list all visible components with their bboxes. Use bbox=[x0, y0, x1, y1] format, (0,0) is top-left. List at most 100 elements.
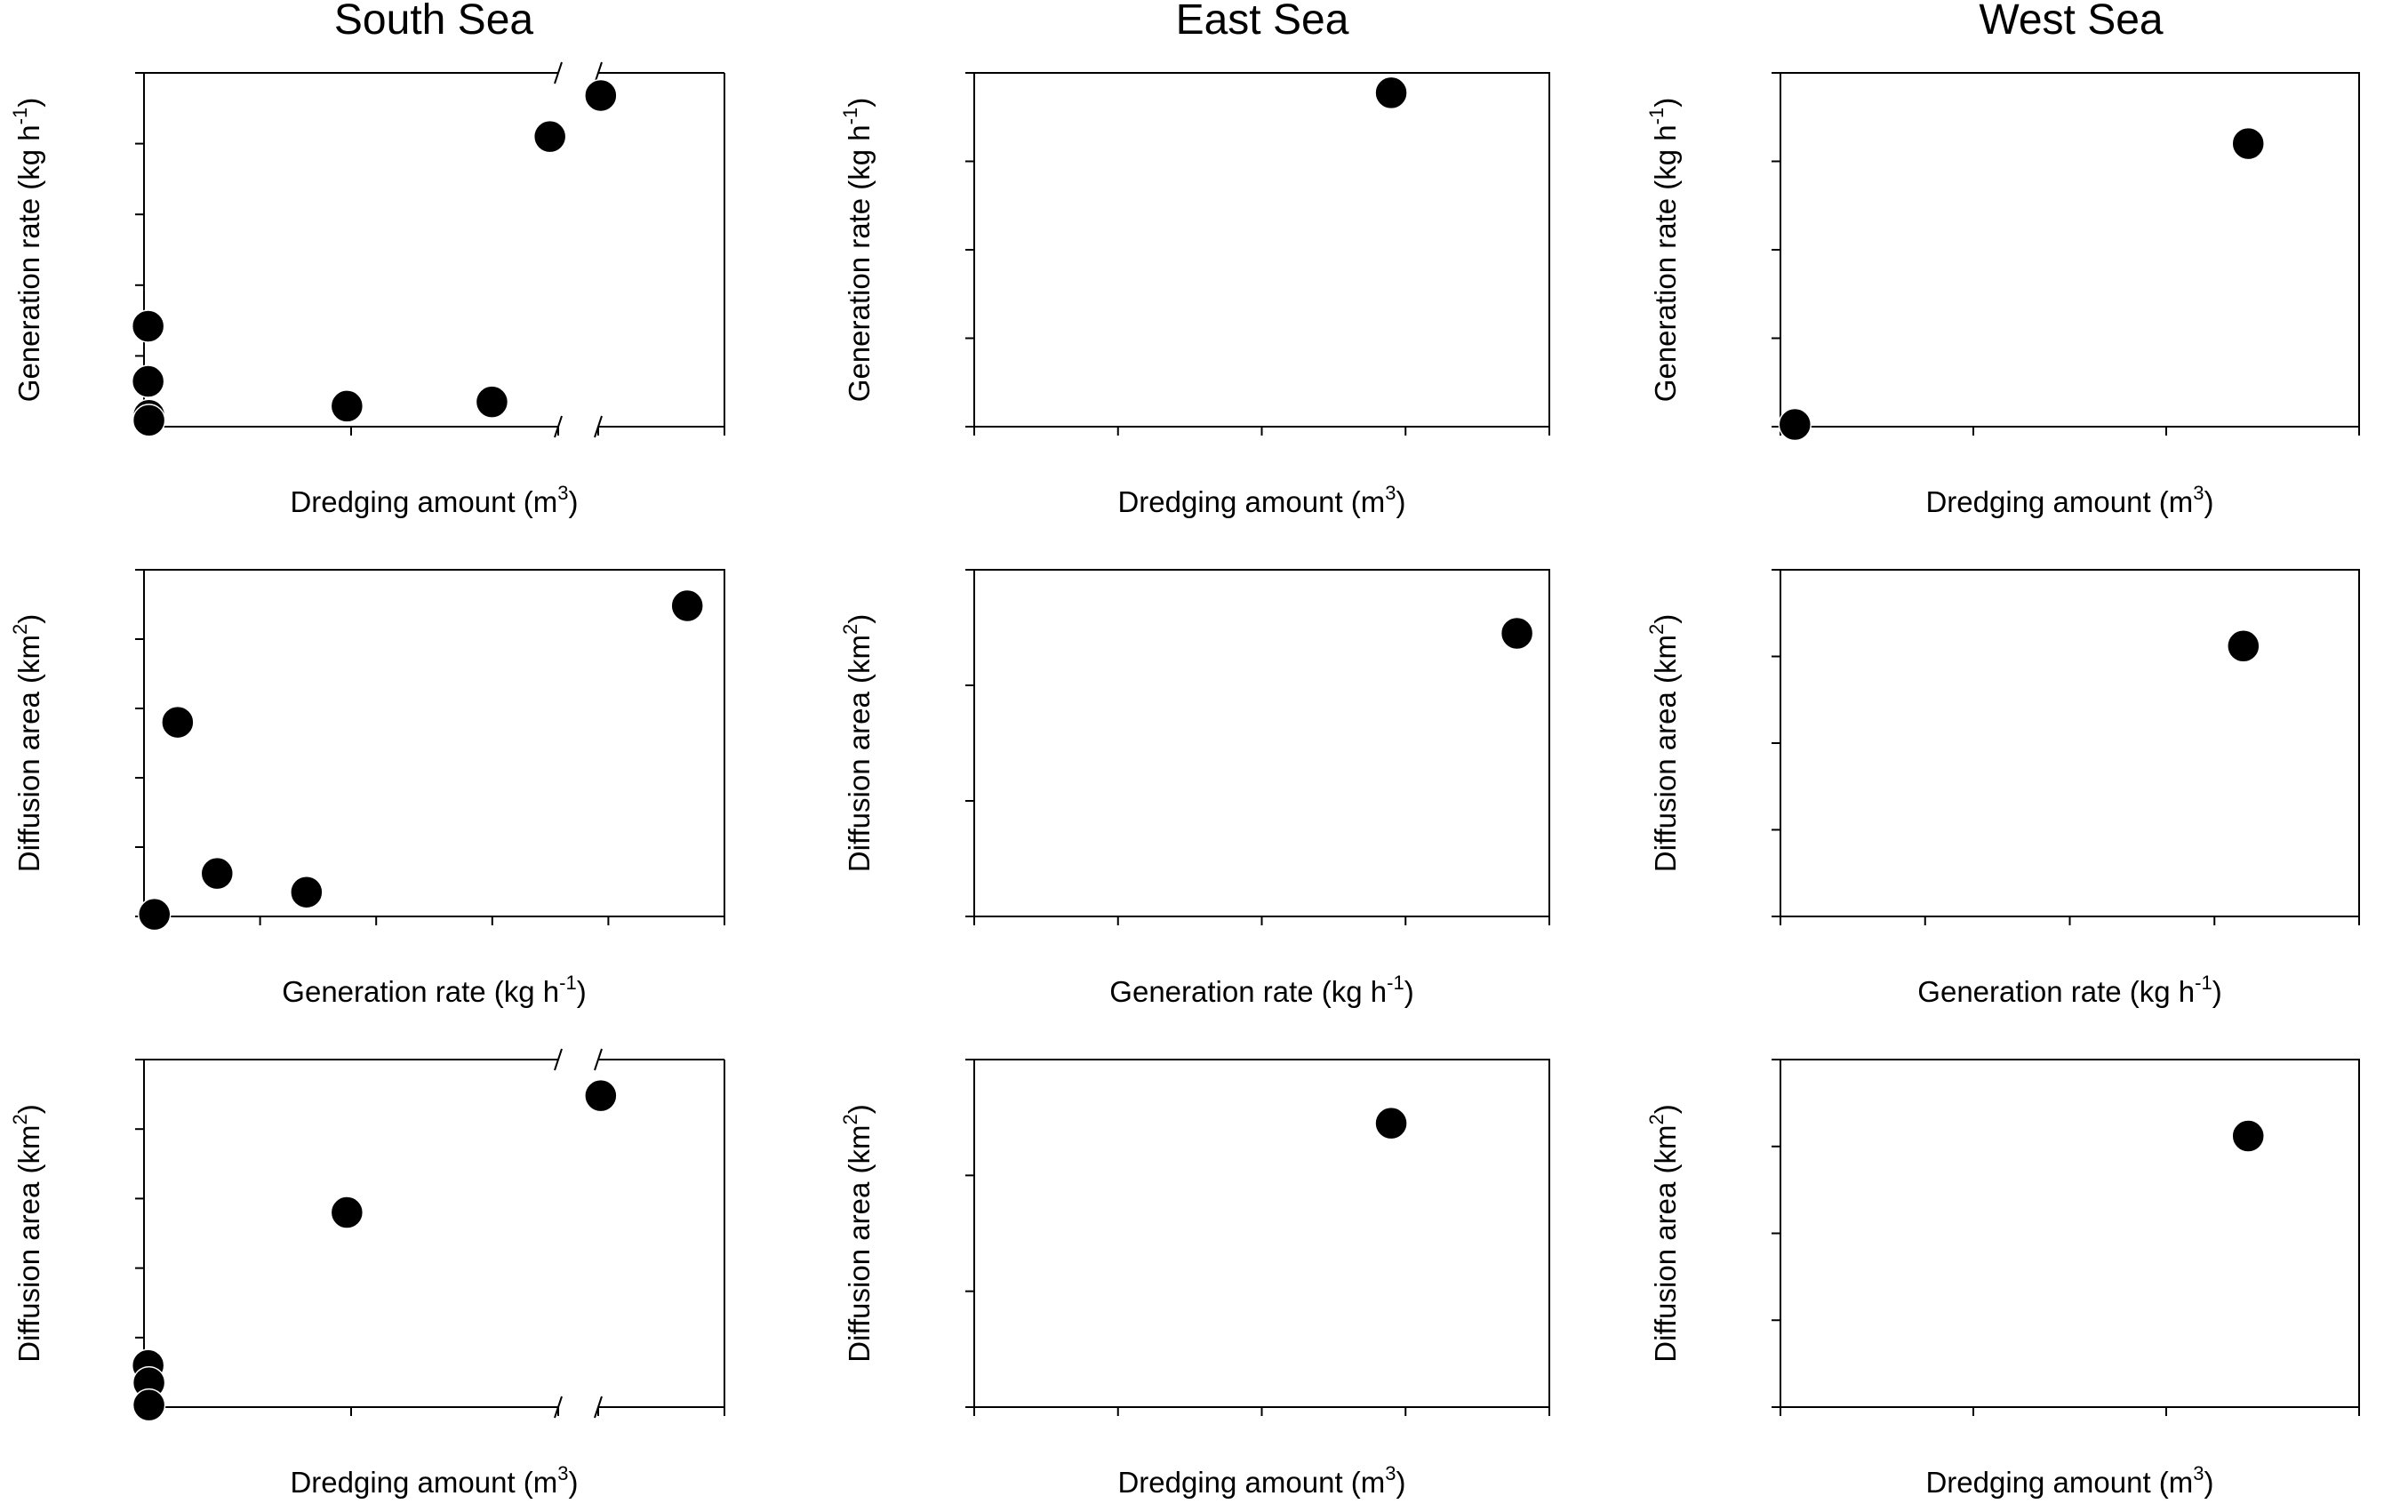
data-point bbox=[132, 404, 166, 437]
panel-g: Dredging amount (m3)Diffusion area (km2) bbox=[9, 1048, 725, 1499]
x-axis-label-tail: ) bbox=[2204, 1466, 2214, 1499]
data-point bbox=[330, 1196, 364, 1229]
column-title-west-sea: West Sea bbox=[1979, 0, 2164, 44]
x-axis-label-tail: ) bbox=[1396, 1466, 1406, 1499]
y-axis-label-text: Diffusion area (km bbox=[843, 1125, 876, 1363]
panel-f: Generation rate (kg h-1)Diffusion area (… bbox=[1645, 569, 2360, 1008]
data-point bbox=[290, 875, 324, 909]
data-point bbox=[1778, 407, 1812, 442]
panel-i: Dredging amount (m3)Diffusion area (km2) bbox=[1645, 1059, 2360, 1499]
data-point bbox=[2231, 1119, 2265, 1153]
y-axis-label: Diffusion area (km2) bbox=[839, 614, 876, 872]
x-axis-label-text: Dredging amount (m bbox=[1925, 1466, 2193, 1499]
y-axis-label-text: Diffusion area (km bbox=[843, 635, 876, 872]
x-axis-label: Dredging amount (m3) bbox=[1117, 1462, 1405, 1499]
plot-frame bbox=[973, 1059, 1550, 1408]
x-axis-label-sup: -1 bbox=[1387, 972, 1404, 994]
x-axis-label: Dredging amount (m3) bbox=[1925, 482, 2213, 518]
y-axis-label-text: Diffusion area (km bbox=[12, 635, 45, 872]
y-axis-label-sup: -1 bbox=[9, 108, 31, 125]
panel-h: Dredging amount (m3)Diffusion area (km2) bbox=[839, 1059, 1550, 1499]
y-axis-label-sup: 2 bbox=[839, 1114, 861, 1124]
axis-break-mark bbox=[594, 1048, 603, 1071]
data-point bbox=[475, 385, 509, 419]
y-axis-label: Diffusion area (km2) bbox=[1645, 614, 1682, 872]
x-axis-label-tail: ) bbox=[2204, 485, 2214, 518]
x-axis-label: Generation rate (kg h-1) bbox=[1109, 972, 1413, 1008]
y-axis-label-tail: ) bbox=[12, 1104, 45, 1114]
data-point bbox=[1374, 1106, 1408, 1140]
data-point bbox=[584, 1078, 618, 1113]
y-axis-label: Generation rate (kg h-1) bbox=[9, 98, 45, 402]
y-axis-label: Diffusion area (km2) bbox=[839, 1104, 876, 1362]
y-axis-label-sup: 2 bbox=[9, 624, 31, 635]
y-axis-label-sup: -1 bbox=[839, 108, 861, 125]
y-axis-label: Generation rate (kg h-1) bbox=[1645, 98, 1682, 402]
x-axis-label-tail: ) bbox=[569, 485, 579, 518]
x-axis-label: Dredging amount (m3) bbox=[1925, 1462, 2213, 1499]
y-axis-label-text: Generation rate (kg h bbox=[1649, 124, 1682, 402]
x-axis-label-sup: -1 bbox=[559, 972, 577, 994]
x-axis-label: Generation rate (kg h-1) bbox=[282, 972, 586, 1008]
data-point bbox=[584, 78, 618, 113]
x-axis-label-tail: ) bbox=[2212, 975, 2222, 1008]
x-axis-label-sup: 3 bbox=[557, 1462, 568, 1484]
plot-frame bbox=[1780, 569, 2360, 917]
y-axis-label-sup: 2 bbox=[1645, 1114, 1668, 1124]
x-axis-label: Generation rate (kg h-1) bbox=[1917, 972, 2221, 1008]
x-axis-label-tail: ) bbox=[1396, 485, 1406, 518]
x-axis-label-sup: 3 bbox=[2193, 1462, 2204, 1484]
y-axis-label-tail: ) bbox=[12, 614, 45, 624]
y-axis-label: Generation rate (kg h-1) bbox=[839, 98, 876, 402]
y-axis-label-tail: ) bbox=[12, 98, 45, 108]
y-axis-label: Diffusion area (km2) bbox=[9, 614, 45, 872]
x-axis-label-sup: 3 bbox=[1385, 1462, 1396, 1484]
data-point bbox=[161, 705, 195, 740]
x-axis-label: Dredging amount (m3) bbox=[290, 482, 578, 518]
x-axis-label-tail: ) bbox=[569, 1466, 579, 1499]
panel-d: Generation rate (kg h-1)Diffusion area (… bbox=[9, 569, 725, 1008]
y-axis-label-sup: -1 bbox=[1645, 108, 1668, 125]
column-title-south-sea: South Sea bbox=[334, 0, 533, 44]
x-axis-label-text: Generation rate (kg h bbox=[282, 975, 559, 1008]
panel-a: Dredging amount (m3) Generation rate (kg … bbox=[9, 61, 725, 518]
data-point bbox=[138, 897, 172, 932]
panel-c: Dredging amount (m3) Generation rate (kg … bbox=[1645, 72, 2360, 518]
y-axis-label-tail: ) bbox=[1649, 614, 1682, 624]
y-axis-label-sup: 2 bbox=[9, 1114, 31, 1124]
data-point bbox=[131, 364, 165, 398]
x-axis-label-sup: 3 bbox=[1385, 482, 1396, 504]
data-point bbox=[131, 309, 165, 343]
y-axis-label-tail: ) bbox=[1649, 1104, 1682, 1114]
x-axis-label-tail: ) bbox=[577, 975, 587, 1008]
x-axis-label-text: Generation rate (kg h bbox=[1109, 975, 1387, 1008]
x-axis-label-text: Dredging amount (m bbox=[290, 1466, 557, 1499]
plot-frame bbox=[973, 72, 1550, 428]
x-axis-label-text: Dredging amount (m bbox=[1117, 1466, 1385, 1499]
x-axis-label-text: Dredging amount (m bbox=[1925, 485, 2193, 518]
panel-b: Dredging amount (m3) Generation rate (kg … bbox=[839, 72, 1550, 518]
plot-frame bbox=[1780, 72, 2360, 428]
x-axis-label-text: Generation rate (kg h bbox=[1917, 975, 2195, 1008]
data-point bbox=[670, 588, 704, 623]
column-title-east-sea: East Sea bbox=[1176, 0, 1349, 44]
x-axis-label-sup: -1 bbox=[2195, 972, 2212, 994]
x-axis-label-sup: 3 bbox=[2193, 482, 2204, 504]
data-point bbox=[1500, 616, 1534, 651]
x-axis-label: Dredging amount (m3) bbox=[1117, 482, 1405, 518]
data-point bbox=[2231, 126, 2265, 161]
y-axis-label-tail: ) bbox=[843, 98, 876, 108]
x-axis-label-sup: 3 bbox=[557, 482, 568, 504]
data-point bbox=[1374, 76, 1408, 110]
plot-frame bbox=[143, 569, 725, 917]
axis-break-mark bbox=[554, 61, 563, 84]
x-axis-label: Dredging amount (m3) bbox=[290, 1462, 578, 1499]
y-axis-label-sup: 2 bbox=[1645, 624, 1668, 635]
y-axis-label-text: Generation rate (kg h bbox=[843, 124, 876, 402]
y-axis-label-sup: 2 bbox=[839, 624, 861, 635]
y-axis-label-text: Diffusion area (km bbox=[1649, 635, 1682, 872]
y-axis-label-text: Generation rate (kg h bbox=[12, 124, 45, 402]
data-point bbox=[132, 1388, 166, 1422]
y-axis-label-tail: ) bbox=[843, 1104, 876, 1114]
data-point bbox=[200, 856, 235, 891]
